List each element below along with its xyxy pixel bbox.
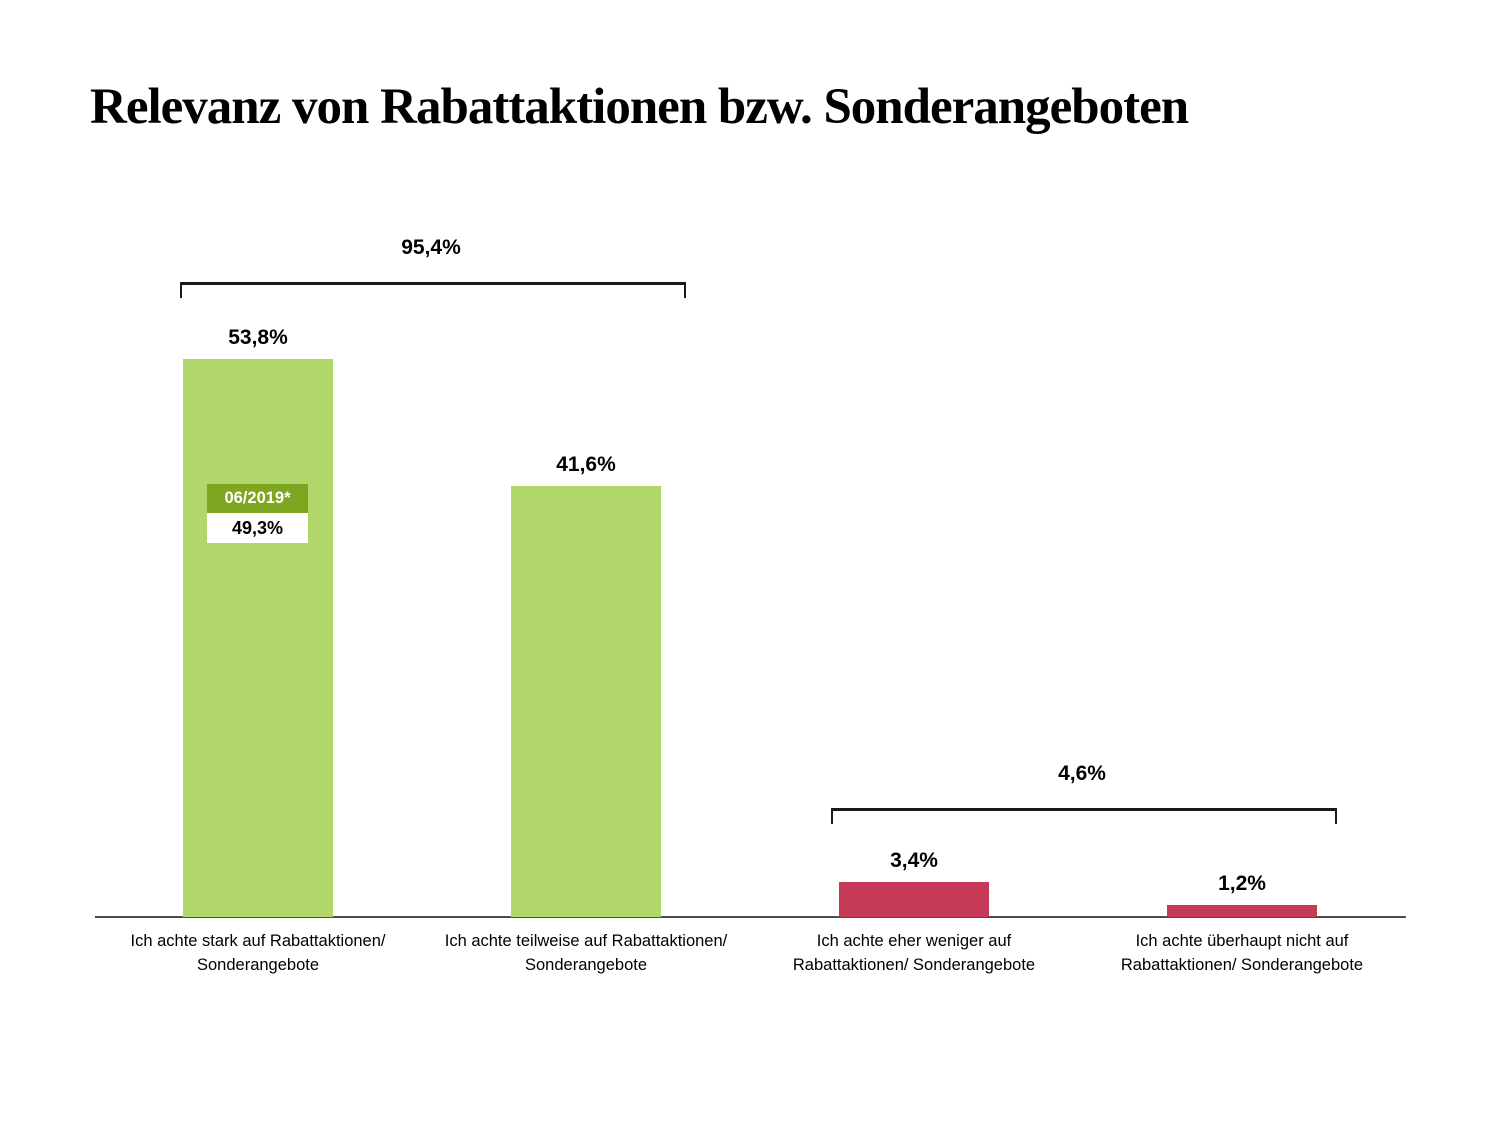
period-badge: 06/2019* 49,3% — [207, 484, 308, 543]
group-bracket-1 — [180, 282, 686, 298]
bar-value-label: 1,2% — [1218, 872, 1266, 895]
bar-value-label: 53,8% — [228, 326, 288, 349]
group-bracket-2 — [831, 808, 1337, 824]
bar-4 — [1167, 905, 1317, 917]
bar-category-label: Ich achte stark auf Rabattaktionen/ Sond… — [130, 932, 386, 974]
group-bracket-label: 95,4% — [401, 236, 461, 259]
period-value-label: 49,3% — [207, 513, 308, 543]
x-axis-line — [95, 916, 1406, 918]
group-bracket-label: 4,6% — [1058, 762, 1106, 785]
bar-1 — [183, 359, 333, 917]
bar-category-label: Ich achte eher weniger auf Rabattaktione… — [792, 932, 1036, 974]
bar-category-label: Ich achte teilweise auf Rabattaktionen/ … — [444, 932, 728, 974]
bar-value-label: 41,6% — [556, 453, 616, 476]
period-badge-label: 06/2019* — [207, 484, 308, 513]
bar-3 — [839, 882, 989, 917]
bar-2 — [511, 486, 661, 917]
page-title: Relevanz von Rabattaktionen bzw. Sondera… — [90, 79, 1189, 135]
bar-category-label: Ich achte überhaupt nicht auf Rabattakti… — [1120, 932, 1364, 974]
bar-value-label: 3,4% — [890, 849, 938, 872]
footer: 11 REGAL Inwieweit achten Sie bei Produk… — [0, 1030, 1500, 1125]
